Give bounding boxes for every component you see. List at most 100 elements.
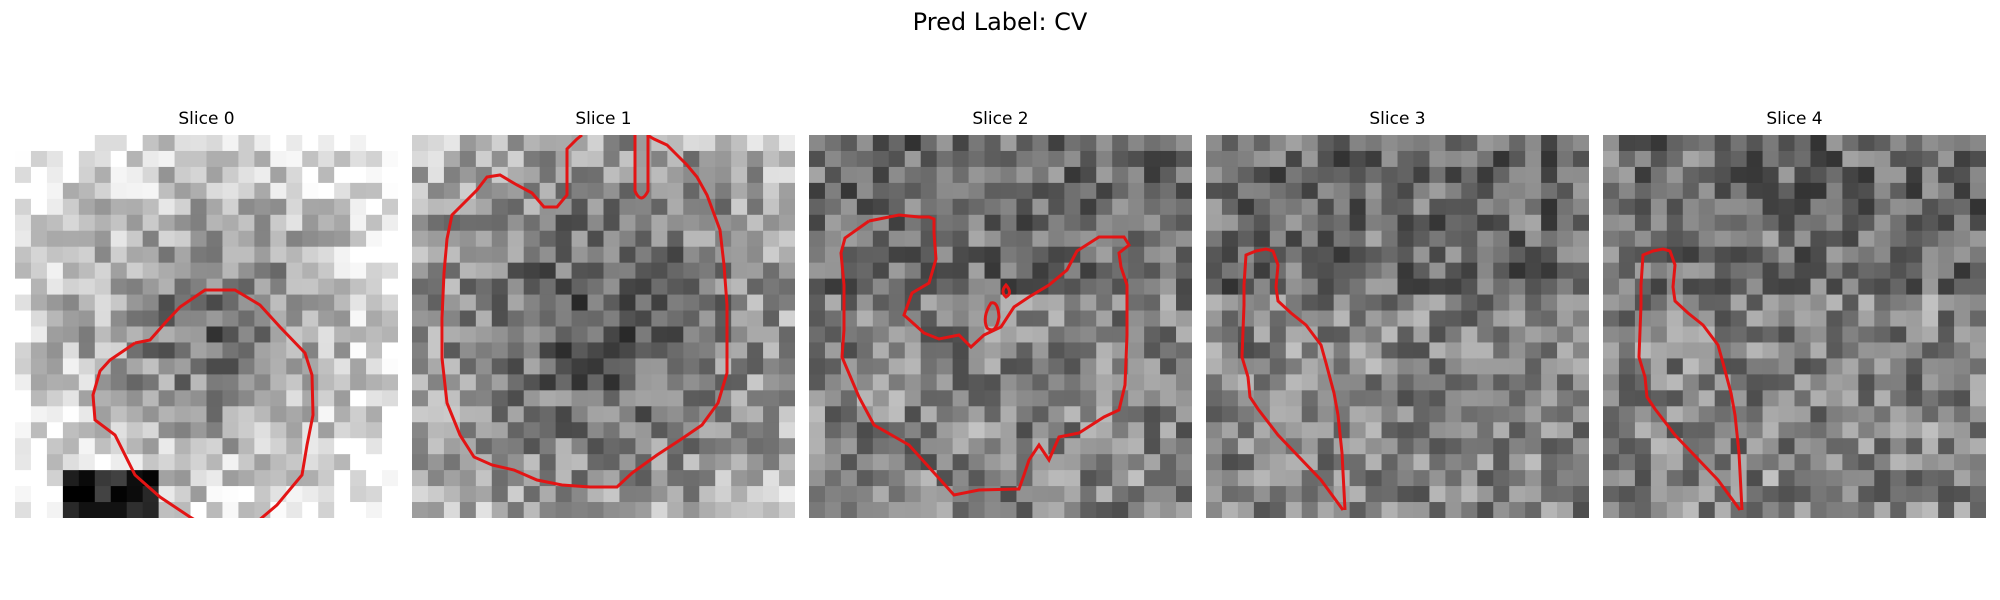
grayscale-pixel — [1206, 182, 1223, 200]
grayscale-pixel — [46, 374, 64, 391]
grayscale-pixel — [984, 390, 1001, 407]
grayscale-pixel — [238, 278, 255, 296]
grayscale-pixel — [350, 198, 367, 216]
grayscale-pixel — [1730, 294, 1748, 312]
grayscale-pixel — [142, 150, 160, 168]
grayscale-pixel — [1477, 374, 1494, 391]
grayscale-pixel — [491, 198, 509, 216]
grayscale-pixel — [302, 262, 319, 280]
grayscale-pixel — [856, 262, 874, 280]
grayscale-pixel — [1221, 342, 1239, 359]
grayscale-pixel — [1858, 246, 1875, 264]
grayscale-pixel — [1237, 470, 1255, 487]
grayscale-pixel — [1349, 406, 1367, 423]
grayscale-pixel — [1237, 406, 1255, 423]
grayscale-pixel — [1634, 294, 1652, 312]
grayscale-pixel — [1160, 486, 1177, 503]
grayscale-pixel — [968, 502, 986, 518]
grayscale-pixel — [1365, 358, 1383, 375]
grayscale-pixel — [1603, 198, 1620, 216]
grayscale-pixel — [1826, 278, 1843, 296]
grayscale-pixel — [1160, 502, 1177, 518]
grayscale-pixel — [1826, 294, 1843, 312]
grayscale-pixel — [1682, 358, 1700, 375]
grayscale-pixel — [443, 246, 461, 264]
grayscale-pixel — [667, 502, 684, 518]
grayscale-pixel — [1365, 470, 1383, 487]
grayscale-pixel — [667, 390, 684, 407]
grayscale-pixel — [142, 230, 160, 248]
grayscale-pixel — [142, 470, 160, 487]
grayscale-pixel — [1938, 246, 1955, 264]
grayscale-pixel — [1778, 454, 1795, 471]
grayscale-pixel — [15, 230, 32, 248]
grayscale-pixel — [412, 166, 429, 184]
grayscale-pixel — [459, 342, 477, 359]
grayscale-pixel — [62, 422, 80, 439]
grayscale-pixel — [1826, 470, 1843, 487]
grayscale-pixel — [683, 198, 700, 216]
grayscale-pixel — [731, 422, 748, 439]
grayscale-pixel — [459, 246, 477, 264]
grayscale-pixel — [856, 326, 874, 343]
grayscale-pixel — [779, 502, 795, 518]
grayscale-pixel — [350, 150, 367, 168]
grayscale-pixel — [1682, 150, 1700, 168]
grayscale-pixel — [491, 390, 509, 407]
grayscale-pixel — [1762, 470, 1780, 487]
grayscale-pixel — [1128, 342, 1145, 359]
grayscale-pixel — [1096, 262, 1113, 280]
grayscale-pixel — [62, 390, 80, 407]
grayscale-pixel — [523, 262, 541, 280]
grayscale-pixel — [1682, 246, 1700, 264]
grayscale-pixel — [1461, 294, 1478, 312]
grayscale-pixel — [619, 422, 636, 439]
grayscale-pixel — [1096, 326, 1113, 343]
grayscale-pixel — [699, 374, 716, 391]
grayscale-pixel — [1493, 135, 1510, 152]
grayscale-pixel — [1445, 166, 1462, 184]
grayscale-pixel — [1333, 390, 1351, 407]
grayscale-pixel — [1634, 150, 1652, 168]
grayscale-pixel — [1048, 135, 1065, 152]
grayscale-pixel — [731, 230, 748, 248]
grayscale-pixel — [1493, 262, 1510, 280]
grayscale-pixel — [1349, 326, 1367, 343]
grayscale-pixel — [1858, 278, 1875, 296]
grayscale-pixel — [46, 214, 64, 232]
grayscale-pixel — [1509, 246, 1526, 264]
grayscale-pixel — [110, 390, 128, 407]
grayscale-pixel — [1301, 310, 1319, 327]
grayscale-pixel — [1253, 486, 1271, 503]
grayscale-pixel — [110, 198, 128, 216]
grayscale-pixel — [1477, 486, 1494, 503]
grayscale-pixel — [1429, 262, 1446, 280]
grayscale-pixel — [587, 278, 604, 296]
grayscale-pixel — [747, 246, 764, 264]
grayscale-pixel — [1922, 422, 1939, 439]
grayscale-pixel — [619, 246, 636, 264]
grayscale-pixel — [1269, 278, 1287, 296]
grayscale-pixel — [763, 342, 780, 359]
grayscale-pixel — [1000, 150, 1017, 168]
grayscale-pixel — [286, 454, 303, 471]
grayscale-pixel — [619, 182, 636, 200]
grayscale-pixel — [587, 374, 604, 391]
grayscale-pixel — [1762, 214, 1780, 232]
grayscale-pixel — [1176, 278, 1192, 296]
grayscale-pixel — [1397, 486, 1414, 503]
grayscale-pixel — [1269, 198, 1287, 216]
grayscale-pixel — [1016, 342, 1033, 359]
grayscale-pixel — [78, 406, 96, 423]
grayscale-pixel — [1842, 358, 1859, 375]
grayscale-pixel — [1493, 310, 1510, 327]
grayscale-pixel — [366, 262, 383, 280]
grayscale-pixel — [747, 294, 764, 312]
grayscale-pixel — [1509, 150, 1526, 168]
grayscale-pixel — [1650, 358, 1668, 375]
grayscale-pixel — [427, 438, 445, 455]
slice-title: Slice 0 — [178, 109, 235, 129]
grayscale-pixel — [619, 438, 636, 455]
grayscale-pixel — [1349, 294, 1367, 312]
grayscale-pixel — [270, 422, 287, 439]
